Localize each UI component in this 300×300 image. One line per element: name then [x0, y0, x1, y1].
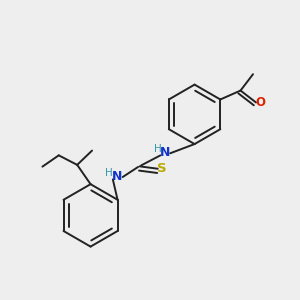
Text: O: O	[256, 96, 266, 109]
Text: N: N	[112, 170, 122, 183]
Text: S: S	[157, 162, 167, 175]
Text: H: H	[154, 144, 161, 154]
Text: H: H	[105, 168, 113, 178]
Text: N: N	[160, 146, 170, 160]
